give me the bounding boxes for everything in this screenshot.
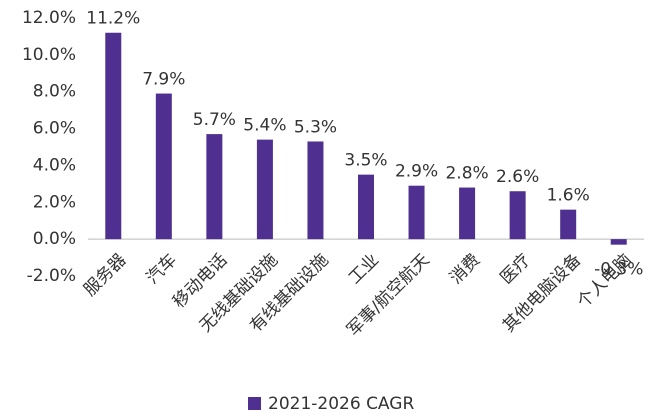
x-tick-label: 工业 — [345, 250, 383, 288]
x-tick-label: 消费 — [446, 250, 484, 288]
x-tick-label: 医疗 — [497, 250, 535, 288]
legend-swatch — [248, 397, 261, 410]
data-label: -0.3% — [594, 260, 643, 280]
legend-label: 2021-2026 CAGR — [268, 394, 414, 414]
bar — [408, 185, 425, 240]
data-label: 2.9% — [395, 162, 438, 182]
bar — [155, 93, 172, 240]
data-label: 5.3% — [294, 117, 337, 137]
bar — [610, 239, 627, 245]
data-label: 2.8% — [445, 164, 488, 184]
y-tick-label: 6.0% — [33, 119, 76, 139]
bar — [256, 139, 273, 240]
data-label: 5.7% — [193, 110, 236, 130]
bar — [459, 187, 476, 240]
y-tick-label: 0.0% — [33, 229, 76, 249]
bar — [358, 174, 374, 240]
y-tick-label: 12.0% — [22, 8, 76, 28]
bar — [560, 209, 577, 240]
data-label: 1.6% — [547, 186, 590, 206]
x-tick-label: 汽车 — [143, 250, 181, 288]
data-label: 5.4% — [243, 116, 286, 136]
bar — [206, 134, 223, 240]
y-tick-label: 2.0% — [33, 192, 76, 212]
y-tick-label: -2.0% — [27, 266, 76, 286]
data-label: 2.6% — [496, 167, 539, 187]
x-tick-label: 服务器 — [80, 250, 130, 300]
y-tick-label: 8.0% — [33, 82, 76, 102]
data-label: 7.9% — [142, 70, 185, 90]
bar — [105, 32, 122, 240]
bar — [509, 191, 526, 240]
y-tick-label: 10.0% — [22, 45, 76, 65]
bar — [307, 141, 324, 240]
data-label: 11.2% — [86, 9, 140, 29]
data-label: 3.5% — [344, 151, 387, 171]
y-tick-label: 4.0% — [33, 155, 76, 175]
